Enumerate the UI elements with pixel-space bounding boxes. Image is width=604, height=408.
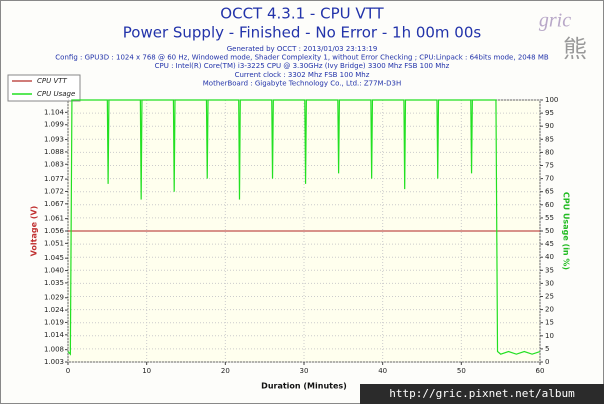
y-tick-label: 1.003 bbox=[44, 358, 64, 366]
y2-tick-label: 45 bbox=[545, 240, 554, 248]
y-tick-label: 1.093 bbox=[44, 136, 64, 144]
x-tick-label: 20 bbox=[221, 367, 230, 375]
y2-tick-label: 75 bbox=[545, 162, 554, 170]
y2-tick-label: 80 bbox=[545, 148, 554, 156]
y-tick-label: 1.040 bbox=[44, 267, 64, 275]
y-tick-label: 1.019 bbox=[44, 318, 64, 326]
y2-tick-label: 100 bbox=[545, 96, 558, 104]
y2-tick-label: 25 bbox=[545, 293, 554, 301]
y2-tick-label: 20 bbox=[545, 306, 554, 314]
legend bbox=[7, 74, 81, 102]
y2-tick-label: 0 bbox=[545, 358, 549, 366]
info-line: Generated by OCCT : 2013/01/03 23:13:19 bbox=[227, 45, 378, 53]
y-tick-label: 1.067 bbox=[44, 200, 64, 208]
y-tick-label: 1.045 bbox=[44, 254, 64, 262]
series-line bbox=[67, 99, 541, 356]
y2-tick-label: 30 bbox=[545, 279, 554, 287]
legend-label: CPU VTT bbox=[37, 77, 68, 85]
y2-tick-label: 70 bbox=[545, 175, 554, 183]
info-line: MotherBoard : Gigabyte Technology Co., L… bbox=[203, 79, 401, 87]
y2-tick-label: 15 bbox=[545, 319, 554, 327]
y-tick-label: 1.024 bbox=[44, 306, 65, 314]
y2-tick-label: 65 bbox=[545, 188, 554, 196]
y-tick-label: 1.072 bbox=[44, 187, 64, 195]
y2-tick-label: 35 bbox=[545, 266, 554, 274]
legend-label: CPU Usage bbox=[37, 90, 75, 98]
watermark: gric bbox=[539, 10, 571, 32]
x-axis-label: Duration (Minutes) bbox=[261, 382, 347, 391]
y2-tick-label: 60 bbox=[545, 201, 554, 209]
y2-axis-label: CPU Usage (in %) bbox=[562, 192, 571, 270]
chart-title: OCCT 4.3.1 - CPU VTT bbox=[220, 5, 384, 23]
x-tick-label: 60 bbox=[536, 367, 545, 375]
y2-tick-label: 85 bbox=[545, 135, 554, 143]
y-tick-label: 1.077 bbox=[44, 175, 64, 183]
x-tick-label: 40 bbox=[378, 367, 387, 375]
y-tick-label: 1.099 bbox=[44, 121, 64, 129]
x-tick-label: 30 bbox=[300, 367, 309, 375]
info-line: Config : GPU3D : 1024 x 768 @ 60 Hz, Win… bbox=[55, 54, 549, 62]
y2-tick-label: 50 bbox=[545, 227, 554, 235]
x-tick-label: 10 bbox=[142, 367, 151, 375]
y-tick-label: 1.083 bbox=[44, 160, 64, 168]
x-tick-label: 0 bbox=[66, 367, 70, 375]
y2-tick-label: 55 bbox=[545, 214, 554, 222]
y-tick-label: 1.008 bbox=[44, 346, 64, 354]
url: http://gric.pixnet.net/album bbox=[389, 387, 575, 400]
y2-tick-label: 5 bbox=[545, 345, 549, 353]
y-tick-label: 1.035 bbox=[44, 279, 64, 287]
x-tick-label: 50 bbox=[457, 367, 466, 375]
y-tick-label: 1.051 bbox=[44, 239, 64, 247]
y-tick-label: 1.088 bbox=[44, 148, 64, 156]
chart-subtitle: Power Supply - Finished - No Error - 1h … bbox=[123, 24, 482, 42]
y2-tick-label: 40 bbox=[545, 253, 554, 261]
y-tick-label: 1.029 bbox=[44, 294, 64, 302]
info-line: CPU : Intel(R) Core(TM) i3-3225 CPU @ 3.… bbox=[155, 62, 450, 70]
y-tick-label: 1.056 bbox=[44, 227, 65, 235]
y-tick-label: 1.014 bbox=[44, 331, 65, 339]
y-tick-label: 1.104 bbox=[44, 108, 65, 116]
y2-tick-label: 10 bbox=[545, 332, 554, 340]
y-tick-label: 1.061 bbox=[44, 215, 64, 223]
info-line: Current clock : 3302 Mhz FSB 100 Mhz bbox=[235, 71, 370, 79]
watermark-char: 熊 bbox=[563, 35, 587, 63]
y2-tick-label: 95 bbox=[545, 109, 554, 117]
y-axis-label: Voltage (V) bbox=[30, 206, 39, 257]
y2-tick-label: 90 bbox=[545, 122, 554, 130]
url-bar bbox=[360, 384, 604, 404]
